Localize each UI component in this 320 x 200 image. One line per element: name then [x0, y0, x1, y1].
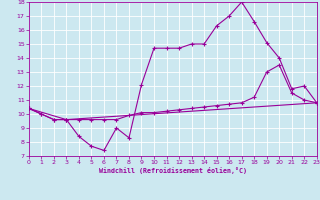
- X-axis label: Windchill (Refroidissement éolien,°C): Windchill (Refroidissement éolien,°C): [99, 167, 247, 174]
